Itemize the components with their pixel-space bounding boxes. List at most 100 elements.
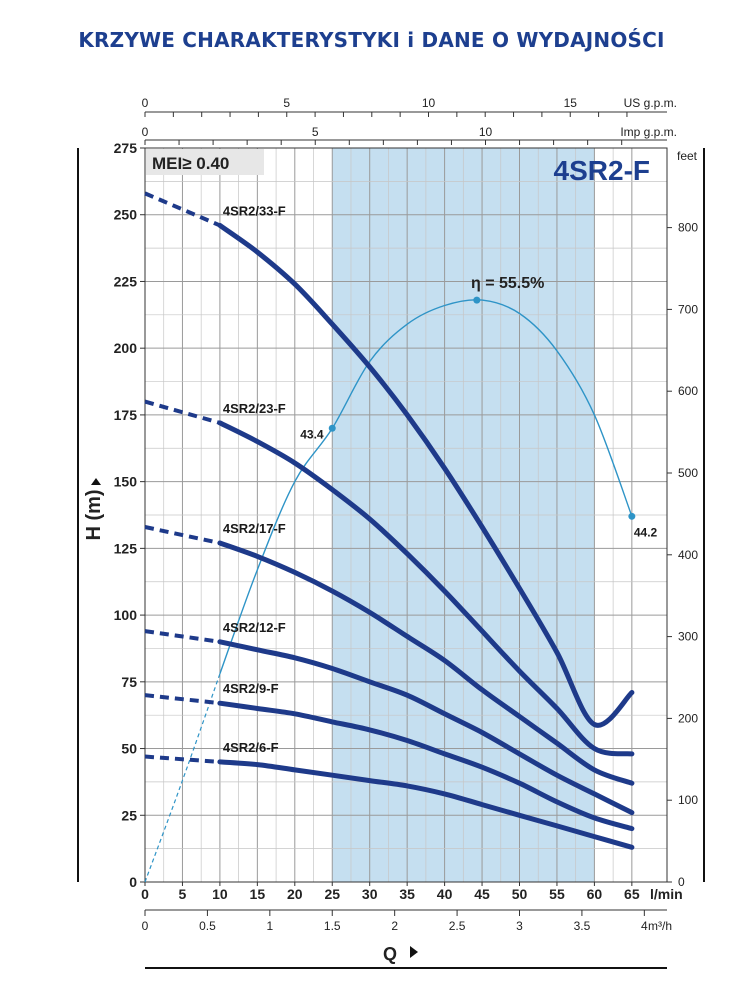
feet-tick-label: 800 — [678, 221, 698, 235]
x-tick-label: 55 — [549, 886, 565, 902]
pump-curve-label: 4SR2/33-F — [223, 203, 286, 218]
pump-curve-label: 4SR2/6-F — [223, 740, 279, 755]
y-tick-label: 250 — [114, 207, 138, 223]
x-tick-label: 30 — [362, 886, 378, 902]
feet-tick-label: 300 — [678, 630, 698, 644]
impgpm-tick-label: 10 — [479, 125, 493, 139]
y-tick-label: 150 — [114, 474, 138, 490]
m3h-tick-label: 1.5 — [324, 919, 341, 933]
x-tick-label: 35 — [399, 886, 415, 902]
model-label: 4SR2-F — [554, 155, 650, 186]
x-tick-label: 5 — [179, 886, 187, 902]
m3h-tick-label: 3 — [516, 919, 523, 933]
x-tick-label: 25 — [324, 886, 340, 902]
pump-curve-4sr2-33-f — [144, 191, 635, 728]
y-tick-label: 50 — [121, 741, 137, 757]
pump-curve-label: 4SR2/23-F — [223, 401, 286, 416]
feet-tick-label: 700 — [678, 302, 698, 316]
y-tick-label: 100 — [114, 607, 138, 623]
pump-curve-line — [217, 540, 635, 786]
y-tick-label: 75 — [121, 674, 137, 690]
efficiency-marker — [473, 296, 481, 304]
m3h-tick-label: 0 — [142, 919, 149, 933]
pump-curve-line — [217, 759, 635, 850]
x-unit-label: l/min — [650, 886, 683, 902]
feet-tick-label: 600 — [678, 384, 698, 398]
pump-curve-line — [217, 420, 635, 757]
x-axis-arrow-icon — [410, 946, 418, 958]
usgpm-unit-label: US g.p.m. — [624, 96, 677, 110]
y-tick-label: 125 — [114, 540, 138, 556]
pump-curve-label: 4SR2/17-F — [223, 521, 286, 536]
pump-curve-4sr2-23-f — [144, 399, 635, 757]
y-tick-label: 225 — [114, 273, 138, 289]
x-tick-label: 0 — [141, 886, 149, 902]
m3h-unit-label: m³/h — [648, 919, 672, 933]
pump-curve-dashed-segment — [144, 629, 221, 644]
impgpm-tick-label: 5 — [312, 125, 319, 139]
pump-curve-dashed-segment — [144, 754, 221, 764]
x-tick-label: 20 — [287, 886, 303, 902]
pump-curve-line — [217, 639, 635, 816]
mei-box — [146, 149, 264, 175]
feet-tick-label: 100 — [678, 793, 698, 807]
x-tick-label: 45 — [474, 886, 490, 902]
pump-curve-dashed-segment — [144, 693, 221, 706]
pump-curve-label: 4SR2/9-F — [223, 681, 279, 696]
page-title: KRZYWE CHARAKTERYSTYKI i DANE O WYDAJNOŚ… — [78, 28, 665, 52]
efficiency-marker-label: 44.2 — [634, 525, 658, 539]
curves — [144, 191, 636, 883]
labels: MEI≥ 0.40 4SR2-F 43.4 44.2 η = 55.5% 4SR2/33-… — [146, 149, 658, 755]
pump-curve-4sr2-6-f — [144, 754, 635, 850]
x-axis-label: Q — [383, 944, 397, 964]
pump-curve-dashed-segment — [144, 399, 221, 425]
x-tick-label: 10 — [212, 886, 228, 902]
x-tick-label: 15 — [250, 886, 266, 902]
pump-curve-dashed-segment — [144, 191, 221, 228]
efficiency-marker-label: 43.4 — [300, 427, 324, 441]
pump-curve-line — [217, 222, 635, 728]
y-tick-label: 275 — [114, 140, 138, 156]
usgpm-tick-label: 5 — [283, 96, 290, 110]
efficiency-curve — [219, 299, 633, 675]
y-tick-label: 175 — [114, 407, 138, 423]
y-axis-label: H (m) — [83, 489, 105, 540]
usgpm-tick-label: 15 — [564, 96, 578, 110]
feet-tick-label: 500 — [678, 466, 698, 480]
pump-curve-4sr2-12-f — [144, 629, 635, 816]
feet-tick-label: 0 — [678, 875, 685, 889]
mei-label: MEI≥ 0.40 — [152, 154, 229, 173]
m3h-tick-label: 2.5 — [449, 919, 466, 933]
impgpm-tick-label: 0 — [142, 125, 149, 139]
x-tick-label: 60 — [587, 886, 603, 902]
impgpm-unit-label: Imp g.p.m. — [620, 125, 677, 139]
m3h-tick-label: 0.5 — [199, 919, 216, 933]
efficiency-marker — [328, 424, 336, 432]
efficiency-curve-dashed — [144, 673, 221, 883]
y-tick-label: 25 — [121, 807, 137, 823]
pump-curve-dashed-segment — [144, 525, 221, 545]
x-tick-label: 40 — [437, 886, 453, 902]
pump-curve-line — [217, 700, 635, 832]
m3h-tick-label: 3.5 — [574, 919, 591, 933]
x-tick-label: 65 — [624, 886, 640, 902]
y-tick-label: 200 — [114, 340, 138, 356]
usgpm-tick-label: 10 — [422, 96, 436, 110]
m3h-tick-label: 4 — [641, 919, 648, 933]
feet-tick-label: 200 — [678, 711, 698, 725]
usgpm-tick-label: 0 — [142, 96, 149, 110]
feet-unit-label: feet — [677, 149, 698, 163]
m3h-tick-label: 1 — [266, 919, 273, 933]
pump-curve-4sr2-17-f — [144, 525, 635, 786]
efficiency-marker — [628, 512, 636, 520]
feet-tick-label: 400 — [678, 548, 698, 562]
grid — [144, 147, 667, 883]
pump-curve-4sr2-9-f — [144, 693, 635, 832]
y-tick-label: 0 — [129, 874, 137, 890]
pump-curve-label: 4SR2/12-F — [223, 620, 286, 635]
y-axis-arrow-icon — [91, 478, 101, 485]
x-tick-label: 50 — [512, 886, 528, 902]
efficiency-peak-label: η = 55.5% — [471, 275, 544, 292]
m3h-tick-label: 2 — [391, 919, 398, 933]
